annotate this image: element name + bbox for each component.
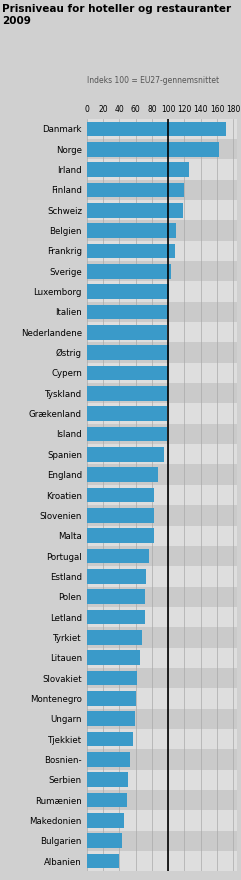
Bar [87,586,237,607]
Bar [87,322,237,342]
Bar [87,566,237,586]
Bar [87,569,146,583]
Bar [87,183,184,197]
Bar [87,345,169,360]
Bar [87,342,237,363]
Bar [87,773,128,787]
Bar [87,525,237,546]
Bar [87,650,140,665]
Bar [87,731,133,746]
Bar [87,284,169,299]
Bar [87,162,188,177]
Bar [87,261,237,282]
Bar [87,630,142,645]
Bar [87,241,237,261]
Bar [87,386,168,400]
Bar [87,304,168,319]
Bar [87,383,237,404]
Bar [87,831,237,851]
Bar [87,447,164,462]
Bar [87,404,237,424]
Bar [87,302,237,322]
Bar [87,752,130,766]
Text: Prisniveau for hoteller og restauranter
2009: Prisniveau for hoteller og restauranter … [2,4,232,26]
Bar [87,671,137,686]
Bar [87,749,237,769]
Bar [87,607,237,627]
Bar [87,790,237,810]
Bar [87,769,237,790]
Bar [87,528,154,543]
Bar [87,264,171,279]
Bar [87,200,237,221]
Bar [87,813,124,828]
Bar [87,485,237,505]
Bar [87,590,145,604]
Bar [87,505,237,525]
Bar [87,668,237,688]
Bar [87,139,237,159]
Bar [87,424,237,444]
Bar [87,488,154,502]
Bar [87,729,237,749]
Bar [87,627,237,648]
Bar [87,793,127,807]
Bar [87,244,175,259]
Bar [87,366,168,380]
Bar [87,325,167,340]
Bar [87,221,237,241]
Bar [87,119,237,139]
Bar [87,711,135,726]
Bar [87,224,176,238]
Bar [87,159,237,180]
Bar [87,121,226,136]
Bar [87,833,122,848]
Text: Indeks 100 = EU27-gennemsnittet: Indeks 100 = EU27-gennemsnittet [87,76,219,85]
Bar [87,851,237,871]
Bar [87,444,237,465]
Bar [87,708,237,729]
Bar [87,691,136,706]
Bar [87,549,149,563]
Bar [87,648,237,668]
Bar [87,427,167,441]
Bar [87,854,119,869]
Bar [87,810,237,831]
Bar [87,546,237,566]
Bar [87,465,237,485]
Bar [87,467,158,482]
Bar [87,180,237,200]
Bar [87,688,237,708]
Bar [87,142,219,157]
Bar [87,203,183,217]
Bar [87,508,154,523]
Bar [87,282,237,302]
Bar [87,363,237,383]
Bar [87,610,145,624]
Bar [87,407,167,421]
